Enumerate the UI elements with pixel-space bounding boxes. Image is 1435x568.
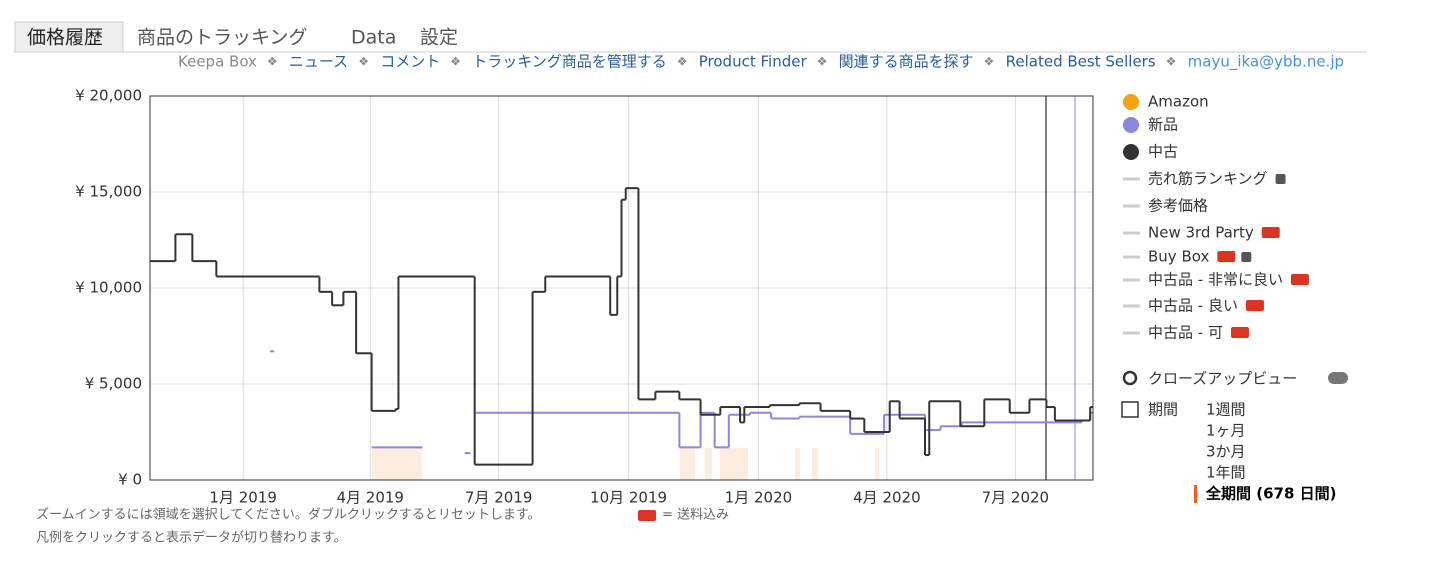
lock-icon bbox=[1241, 252, 1252, 262]
tab[interactable]: Data bbox=[351, 27, 396, 49]
legend-entry[interactable]: 中古品 - 非常に良い bbox=[1148, 271, 1283, 289]
separator: ❖ bbox=[984, 55, 995, 69]
period-option[interactable]: 1週間 bbox=[1206, 401, 1246, 419]
lock-icon bbox=[1275, 174, 1286, 184]
legend-swatch bbox=[1123, 144, 1139, 160]
separator: ❖ bbox=[450, 55, 461, 69]
tab[interactable]: 商品のトラッキング bbox=[137, 27, 307, 49]
legend-entry[interactable]: Buy Box bbox=[1148, 248, 1209, 266]
nav-link[interactable]: mayu_ika@ybb.ne.jp bbox=[1188, 53, 1344, 72]
y-tick-label: ¥ 20,000 bbox=[75, 87, 142, 105]
legend-entry[interactable]: 中古品 - 可 bbox=[1148, 324, 1223, 342]
x-tick-label: 7月 2020 bbox=[982, 489, 1050, 507]
truck-icon bbox=[1217, 251, 1236, 262]
zoom-icon bbox=[1122, 370, 1138, 386]
x-tick-label: 4月 2019 bbox=[336, 489, 404, 507]
separator: ❖ bbox=[677, 55, 688, 69]
nav-link[interactable]: 関連する商品を探す bbox=[839, 53, 974, 71]
nav-link[interactable]: ニュース bbox=[289, 53, 348, 71]
footer-legend-hint: 凡例をクリックすると表示データが切り替わります。 bbox=[36, 530, 347, 546]
shipping-shade bbox=[875, 448, 879, 480]
legend-entry[interactable]: New 3rd Party bbox=[1148, 224, 1254, 242]
legend-entry[interactable]: 売れ筋ランキング bbox=[1148, 170, 1268, 188]
legend-entry[interactable]: Amazon bbox=[1148, 93, 1209, 111]
y-tick-label: ¥ 0 bbox=[118, 471, 142, 489]
x-tick-label: 4月 2020 bbox=[853, 489, 921, 507]
separator: ❖ bbox=[267, 55, 278, 69]
legend-entry[interactable]: 参考価格 bbox=[1148, 197, 1208, 215]
period-option[interactable]: 3か月 bbox=[1206, 443, 1246, 461]
x-tick-label: 10月 2019 bbox=[590, 489, 667, 507]
separator: ❖ bbox=[817, 55, 828, 69]
active-tab-bg bbox=[14, 21, 124, 53]
shipping-shade bbox=[812, 448, 818, 480]
nav-link[interactable]: Keepa Box bbox=[178, 53, 257, 71]
shipping-shade bbox=[705, 448, 712, 480]
footer-shipping: = 送料込み bbox=[662, 508, 729, 523]
legend-swatch bbox=[1123, 117, 1139, 133]
truck-icon bbox=[638, 510, 656, 521]
legend-entry[interactable]: 新品 bbox=[1148, 116, 1178, 134]
plot-frame bbox=[149, 95, 1094, 481]
truck-icon bbox=[1230, 327, 1249, 338]
period-label: 期間 bbox=[1148, 401, 1178, 419]
y-tick-label: ¥ 5,000 bbox=[85, 375, 142, 393]
legend-entry[interactable]: 中古品 - 良い bbox=[1148, 297, 1238, 315]
nav-link[interactable]: コメント bbox=[380, 53, 440, 71]
nav-link[interactable]: Related Best Sellers bbox=[1006, 53, 1156, 71]
separator: ❖ bbox=[358, 55, 369, 69]
separator: ❖ bbox=[1166, 55, 1177, 69]
y-tick-label: ¥ 10,000 bbox=[75, 279, 142, 297]
shipping-shade bbox=[795, 448, 800, 480]
x-tick-label: 1月 2019 bbox=[209, 489, 277, 507]
x-tick-label: 7月 2019 bbox=[465, 489, 533, 507]
truck-icon bbox=[1261, 227, 1280, 238]
shipping-shade bbox=[680, 448, 695, 480]
period-option[interactable]: 全期間 (678 日間) bbox=[1205, 485, 1336, 503]
toggle[interactable] bbox=[1328, 372, 1348, 384]
tab[interactable]: 価格履歴 bbox=[27, 27, 103, 49]
footer-zoom: ズームインするには領域を選択してください。ダブルクリックするとリセットします。 bbox=[36, 507, 541, 523]
calendar-icon bbox=[1121, 401, 1139, 418]
period-option[interactable]: 1年間 bbox=[1206, 464, 1246, 482]
nav-link[interactable]: トラッキング商品を管理する bbox=[472, 53, 667, 71]
truck-icon bbox=[1245, 300, 1264, 311]
shipping-shade bbox=[372, 448, 422, 480]
closeup-label[interactable]: クローズアップビュー bbox=[1148, 370, 1297, 388]
tab[interactable]: 設定 bbox=[420, 27, 458, 49]
nav-link[interactable]: Product Finder bbox=[699, 53, 808, 71]
period-option[interactable]: 1ヶ月 bbox=[1206, 422, 1246, 440]
truck-icon bbox=[1290, 274, 1309, 285]
legend-swatch bbox=[1123, 94, 1139, 110]
period-active-bar bbox=[1194, 485, 1197, 503]
shipping-shade bbox=[720, 448, 748, 480]
legend-entry[interactable]: 中古 bbox=[1148, 143, 1178, 161]
y-tick-label: ¥ 15,000 bbox=[75, 183, 142, 201]
x-tick-label: 1月 2020 bbox=[725, 489, 793, 507]
